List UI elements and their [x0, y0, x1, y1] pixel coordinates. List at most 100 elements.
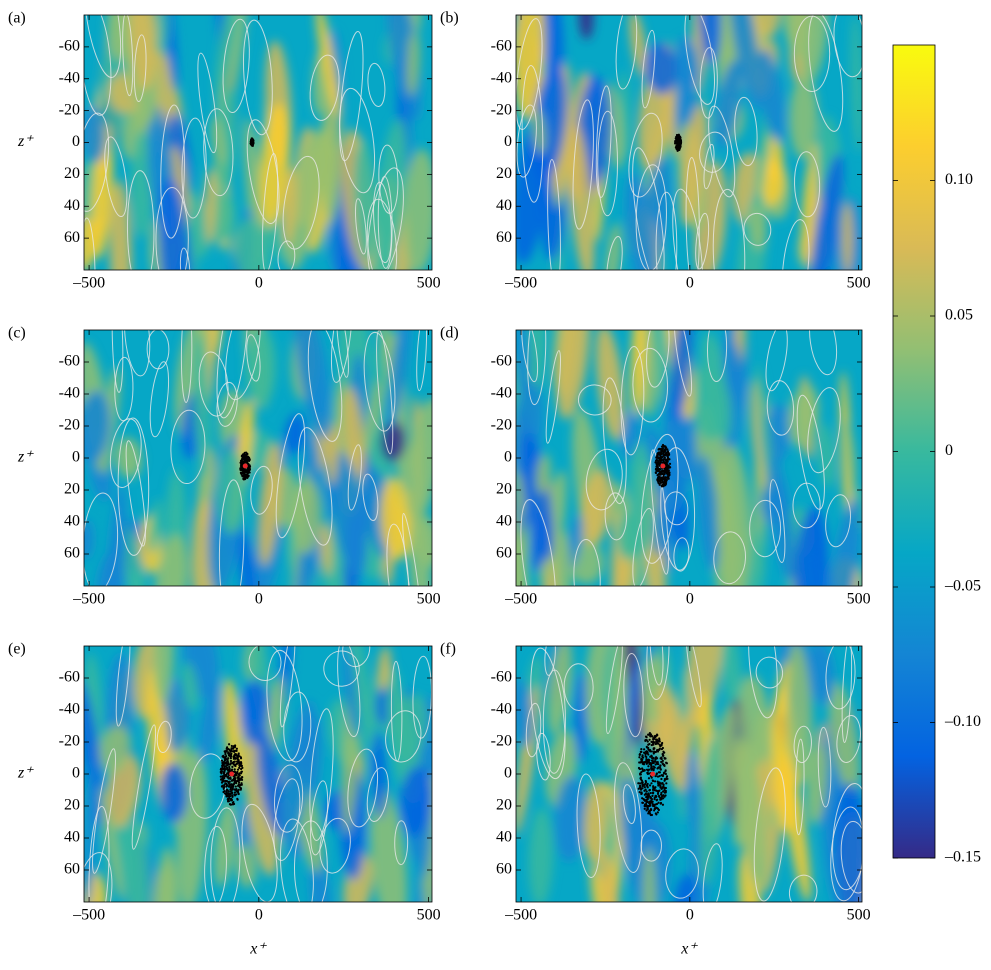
field-blob — [258, 441, 282, 566]
contour-line — [702, 843, 723, 902]
field-blob — [399, 766, 432, 837]
particle — [234, 773, 237, 776]
particle — [644, 782, 647, 786]
field-blob — [841, 202, 854, 270]
particle — [675, 136, 678, 139]
contour-line — [386, 523, 410, 586]
field-blob — [516, 678, 533, 748]
field-blob — [294, 330, 331, 439]
contour-line — [210, 807, 241, 902]
contour-line — [203, 108, 234, 197]
colorbar-tick-label: 0.10 — [945, 171, 973, 188]
particles — [654, 443, 672, 488]
field-blob — [148, 499, 162, 554]
contour-line — [712, 188, 746, 270]
particle — [643, 785, 646, 789]
particle — [235, 781, 238, 785]
particle — [664, 446, 667, 450]
field-blob — [750, 204, 766, 251]
particle — [647, 747, 650, 751]
particle — [222, 780, 225, 783]
particle — [662, 473, 665, 476]
particle — [655, 749, 659, 753]
particle — [661, 753, 664, 756]
field-blob — [851, 15, 862, 154]
contour-line — [641, 29, 656, 109]
particle — [219, 778, 223, 781]
particle — [660, 760, 663, 764]
particle — [662, 783, 665, 786]
contour-line — [363, 331, 396, 432]
particle — [242, 470, 245, 473]
particle — [238, 766, 241, 770]
contour-line — [521, 65, 544, 203]
contour-line — [111, 330, 124, 393]
particle — [654, 763, 657, 766]
particle — [644, 752, 647, 755]
particle — [244, 454, 247, 457]
y-tick-label: 40 — [496, 513, 512, 530]
field-blob — [266, 676, 285, 758]
contour-line — [655, 191, 678, 270]
x-tick-label: –500 — [504, 591, 537, 608]
particle — [641, 767, 644, 771]
particle — [653, 750, 656, 754]
particle — [234, 757, 237, 760]
contour-line — [310, 780, 329, 856]
contour-line — [122, 15, 134, 97]
particle — [652, 765, 655, 768]
contour-line — [602, 377, 627, 505]
contour-line — [204, 825, 227, 902]
field-blob — [406, 31, 420, 97]
particle — [233, 791, 237, 794]
particle — [657, 771, 661, 774]
contour-line — [146, 330, 170, 370]
particle — [652, 792, 655, 795]
particle — [657, 748, 661, 751]
particle — [676, 138, 680, 141]
particle — [655, 795, 658, 798]
y-tick-label: 20 — [64, 481, 80, 498]
field-blob — [630, 330, 646, 417]
particle — [657, 472, 660, 476]
particle — [247, 464, 251, 467]
particle — [641, 797, 644, 800]
particle — [235, 762, 238, 766]
particle — [658, 464, 661, 467]
particle — [224, 779, 228, 783]
contour-line — [84, 112, 110, 212]
particle-centroid — [229, 771, 235, 777]
particle — [646, 800, 649, 804]
particle — [249, 140, 252, 143]
contour-line — [793, 725, 812, 764]
particle — [229, 783, 232, 786]
panel-label: (d) — [440, 325, 459, 342]
y-tick-label: 20 — [64, 165, 80, 182]
contour-line — [563, 663, 594, 712]
particle — [657, 448, 660, 451]
particle — [652, 741, 655, 744]
particle — [226, 795, 229, 798]
contour-line — [646, 646, 670, 701]
field-blob — [157, 15, 169, 55]
particle — [663, 779, 666, 782]
contour-line — [250, 465, 273, 515]
y-axis-label: z⁺ — [17, 133, 34, 150]
particle — [652, 761, 655, 765]
y-tick-label: 60 — [496, 545, 512, 562]
particle — [226, 776, 229, 779]
particle — [653, 737, 656, 740]
particle — [241, 460, 244, 464]
particle — [233, 794, 237, 797]
particle — [657, 742, 660, 745]
particle — [240, 767, 243, 771]
particle — [237, 752, 240, 755]
particle — [644, 739, 647, 743]
field-blob — [555, 529, 572, 586]
contour-line — [788, 874, 818, 902]
contour-line — [218, 479, 245, 586]
field-blob — [211, 117, 226, 165]
field-blob — [653, 477, 675, 555]
particle — [638, 782, 642, 785]
particle — [224, 756, 227, 759]
